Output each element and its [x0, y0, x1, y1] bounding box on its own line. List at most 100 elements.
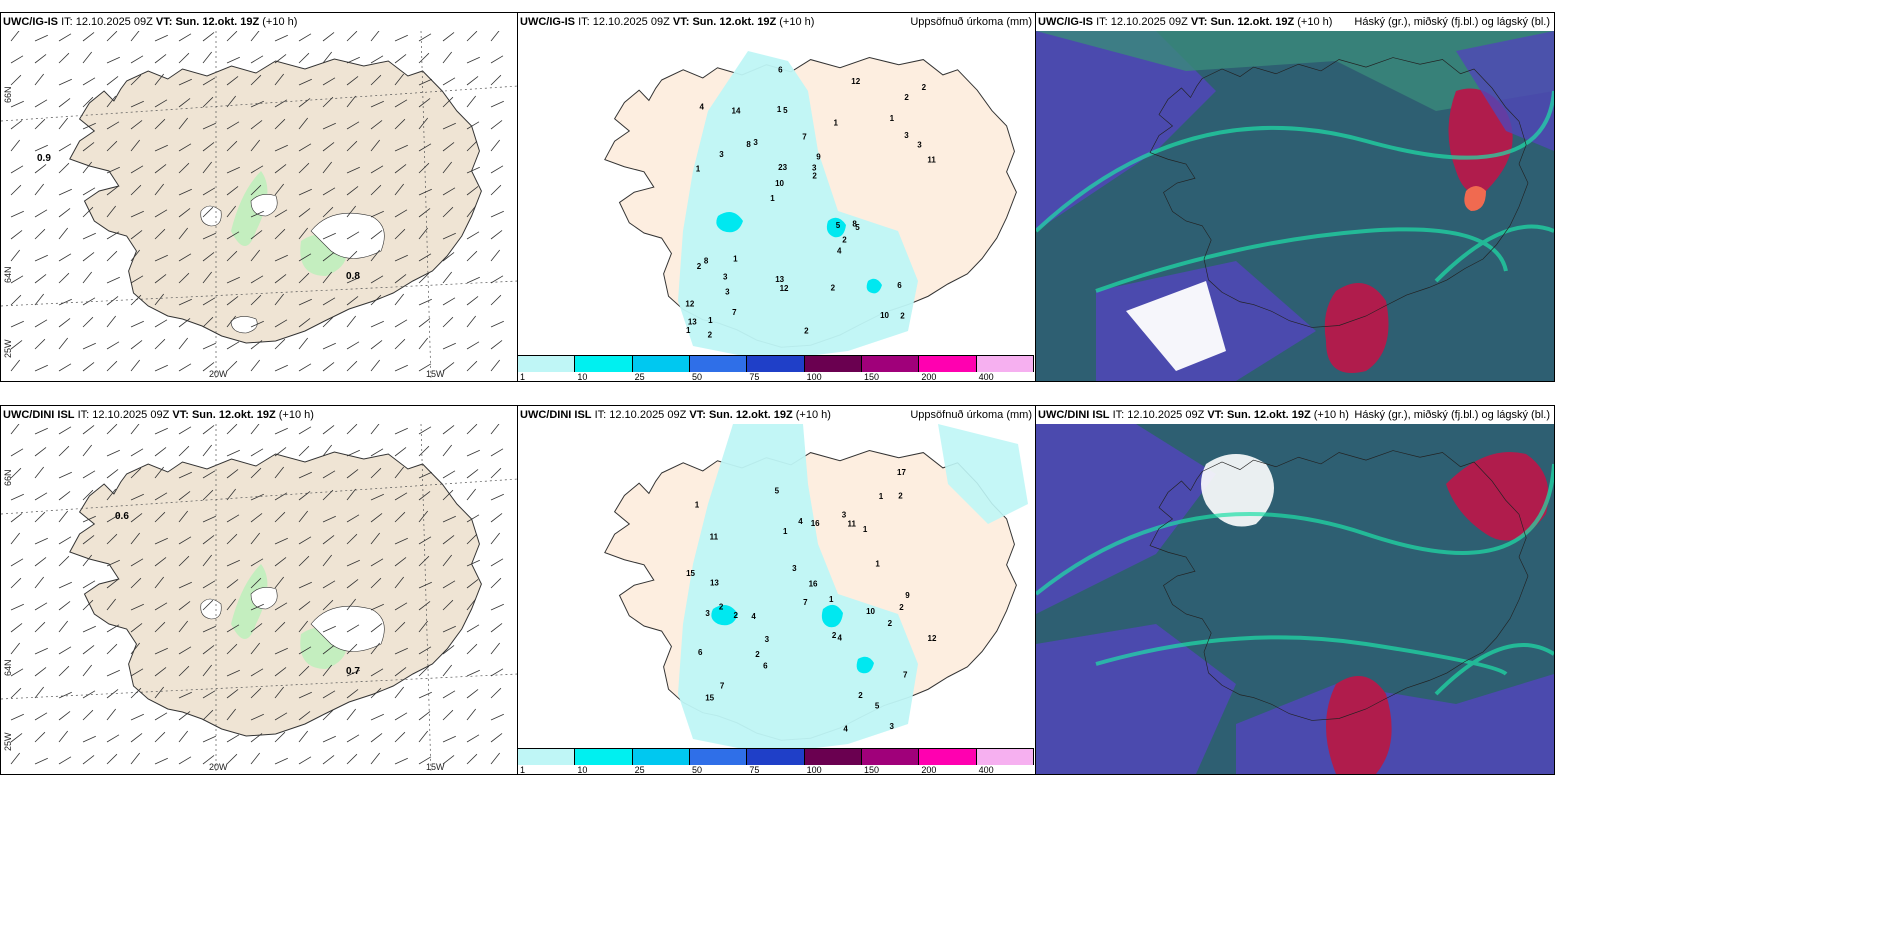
wind-barb	[370, 230, 383, 240]
wind-barb	[178, 143, 192, 152]
precip-value: 8	[746, 140, 751, 149]
wind-barb	[34, 712, 48, 721]
wind-barb	[154, 209, 168, 218]
wind-barb	[10, 687, 22, 699]
precip-value: 2	[831, 283, 836, 292]
precip-value: 3	[705, 609, 710, 618]
precip-value: 2	[858, 691, 863, 700]
colorbar-tick-label: 50	[692, 372, 703, 382]
wind-barb	[34, 319, 48, 328]
colorbar-tick-labels: 1 10 25 50 75 100 150 200 400	[518, 372, 1034, 382]
wind-barb	[154, 73, 165, 86]
wind-barb	[298, 491, 311, 501]
colorbar-tick-label: 1	[520, 765, 526, 775]
wind-barb	[82, 664, 93, 677]
wind-barb	[106, 231, 120, 240]
wind-barb	[418, 272, 430, 284]
wind-barb	[322, 77, 336, 86]
wind-barb	[490, 513, 503, 523]
wind-barb	[322, 342, 336, 350]
wind-barb	[466, 734, 480, 743]
wind-barb	[154, 466, 165, 479]
wind-barb	[490, 687, 502, 699]
wind-barb	[178, 363, 192, 372]
wind-barb	[154, 34, 168, 42]
wind-barb	[490, 448, 504, 457]
wind-barb	[490, 642, 501, 655]
wind-barb	[274, 73, 285, 86]
wind-barb	[442, 425, 455, 435]
wind-barb	[226, 533, 238, 545]
wind-barb	[58, 646, 72, 655]
precip-value: 5	[875, 701, 880, 710]
wind-barb	[298, 665, 310, 677]
wind-barb	[442, 735, 456, 743]
wind-barb	[346, 689, 359, 699]
wind-barb	[346, 624, 360, 633]
wind-barb	[466, 449, 480, 457]
wind-barb	[226, 598, 237, 611]
colorbar-segment	[919, 356, 977, 372]
wind-barb	[178, 711, 191, 721]
wind-barb	[178, 691, 192, 699]
wind-barb	[154, 537, 168, 545]
wind-barb	[394, 209, 408, 218]
wind-barb	[58, 162, 70, 174]
precip-value: 3	[917, 141, 922, 150]
colorbar-segment	[689, 749, 748, 765]
wind-barb	[10, 74, 22, 86]
wind-barb	[274, 254, 288, 262]
wind-barb	[178, 318, 191, 328]
wind-barb	[226, 205, 237, 218]
wind-barb	[370, 668, 384, 677]
wind-barb	[490, 320, 504, 328]
wind-barb	[490, 74, 502, 86]
wind-barb	[82, 187, 96, 196]
wind-barb	[34, 99, 48, 108]
wind-barb	[226, 488, 237, 501]
wind-barb	[82, 709, 94, 721]
wind-barb	[466, 296, 479, 306]
wind-barb	[250, 623, 263, 633]
wind-barb	[322, 664, 333, 677]
wind-barb	[346, 95, 357, 108]
wind-barb	[298, 756, 312, 765]
colorbar-tick-label: 10	[577, 372, 588, 382]
wind-barb	[34, 466, 45, 479]
wind-barb	[202, 580, 216, 589]
wind-barb	[490, 294, 502, 306]
wind-barb	[322, 735, 336, 743]
wind-barb	[298, 363, 312, 372]
wind-barb	[82, 580, 96, 589]
wind-barb	[130, 275, 144, 284]
wind-barb	[106, 76, 119, 86]
wind-barb	[274, 209, 288, 218]
wind-barb	[346, 31, 358, 42]
wind-barb	[298, 78, 312, 86]
colorbar-tick-label: 100	[806, 765, 822, 775]
wind-barb	[418, 471, 432, 479]
wind-barb	[442, 664, 453, 677]
wind-barb	[394, 466, 405, 479]
wind-barb	[346, 250, 358, 262]
wind-barb	[490, 733, 503, 743]
wind-barb	[442, 271, 453, 284]
wind-barb	[106, 469, 119, 479]
wind-barb	[34, 447, 47, 457]
wind-barb	[106, 186, 119, 196]
wind-barb	[178, 253, 192, 262]
colorbar-segment	[919, 749, 977, 765]
wind-barb	[178, 52, 190, 64]
wind-barb	[418, 691, 432, 699]
wind-barb	[298, 162, 310, 174]
wind-barb	[370, 320, 384, 328]
wind-barb	[202, 470, 216, 479]
wind-barb	[370, 74, 382, 86]
wind-barb	[10, 55, 24, 64]
precip-value: 10	[866, 607, 875, 616]
wind-barb	[58, 52, 70, 64]
wind-barb	[466, 140, 478, 152]
precip-value: 2	[842, 235, 847, 244]
wind-barb	[178, 426, 192, 435]
wind-barb	[274, 757, 288, 765]
